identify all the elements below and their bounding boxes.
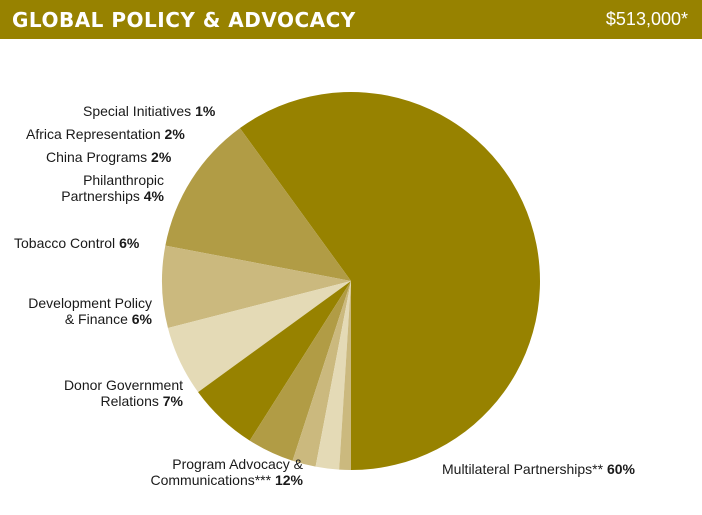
pie-slice-development-policy-finance bbox=[167, 281, 351, 393]
slice-label-text: Partnerships bbox=[61, 188, 140, 204]
slice-label-donor-government-relations: Donor Government Relations 7% bbox=[38, 377, 183, 409]
pie-slice-africa-representation bbox=[315, 281, 351, 470]
pie-slice-program-advocacy-communications bbox=[165, 128, 351, 281]
slice-label-text: Donor Government bbox=[63, 377, 183, 393]
slice-label-philanthropic-partnerships: Philanthropic Partnerships 4% bbox=[44, 172, 164, 204]
slice-value-label: 6% bbox=[131, 311, 152, 327]
slice-value-label: 2% bbox=[164, 126, 185, 142]
pie-slice-tobacco-control bbox=[198, 281, 351, 441]
slice-label-special-initiatives: Special Initiatives 1% bbox=[83, 103, 215, 119]
slice-label-text: Africa Representation bbox=[26, 126, 161, 142]
slice-value-label: 7% bbox=[162, 393, 183, 409]
slice-label-text: Development Policy bbox=[28, 295, 152, 311]
slice-value-label: 60% bbox=[606, 461, 635, 477]
slice-label-text: Philanthropic bbox=[83, 172, 164, 188]
slice-label-text: Tobacco Control bbox=[14, 235, 116, 251]
header-bar: GLOBAL POLICY & ADVOCACY $513,000* bbox=[0, 0, 702, 39]
pie-slice-china-programs bbox=[292, 281, 351, 467]
slice-label-tobacco-control: Tobacco Control 6% bbox=[14, 235, 139, 251]
slice-value-label: 12% bbox=[274, 472, 303, 488]
slice-label-program-advocacy-communications: Program Advocacy & Communications*** 12% bbox=[105, 456, 303, 488]
pie-slice-donor-government-relations bbox=[162, 245, 351, 329]
slice-label-text: Multilateral Partnerships** bbox=[442, 461, 604, 477]
slice-label-china-programs: China Programs 2% bbox=[46, 149, 171, 165]
slice-value-label: 1% bbox=[195, 103, 216, 119]
slice-label-text: & Finance bbox=[64, 311, 128, 327]
slice-label-africa-representation: Africa Representation 2% bbox=[26, 126, 185, 142]
slice-label-text: China Programs bbox=[46, 149, 148, 165]
pie-slice-multilateral-partnerships bbox=[239, 91, 541, 471]
pie-slice-special-initiatives bbox=[339, 281, 351, 470]
slice-value-label: 2% bbox=[151, 149, 172, 165]
slice-value-label: 6% bbox=[119, 235, 140, 251]
slice-value-label: 4% bbox=[143, 188, 164, 204]
slice-label-text: Special Initiatives bbox=[83, 103, 192, 119]
total-amount: $513,000* bbox=[605, 9, 688, 29]
slice-label-development-policy-finance: Development Policy & Finance 6% bbox=[14, 295, 152, 327]
slice-label-multilateral-partnerships: Multilateral Partnerships** 60% bbox=[442, 461, 635, 477]
chart-title: GLOBAL POLICY & ADVOCACY bbox=[12, 8, 356, 32]
slice-label-text: Communications*** bbox=[150, 472, 272, 488]
slice-label-text: Relations bbox=[100, 393, 159, 409]
slice-label-text: Program Advocacy & bbox=[172, 456, 303, 472]
pie-slice-philanthropic-partnerships bbox=[249, 281, 351, 461]
